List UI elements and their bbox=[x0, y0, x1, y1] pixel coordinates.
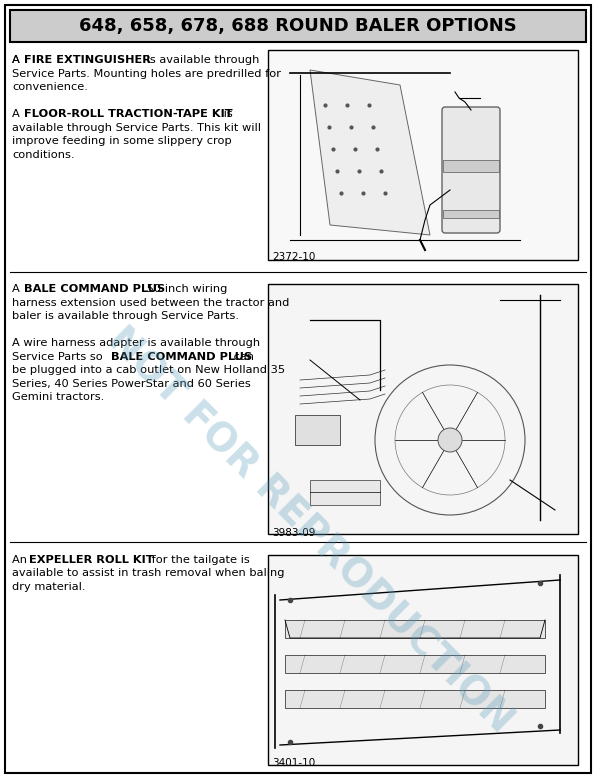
Text: convenience.: convenience. bbox=[12, 82, 88, 92]
Text: be plugged into a cab outlet on New Holland 35: be plugged into a cab outlet on New Holl… bbox=[12, 365, 285, 375]
Bar bbox=[443, 160, 499, 172]
Text: 3401-10: 3401-10 bbox=[272, 758, 315, 768]
Bar bbox=[10, 10, 586, 42]
Text: A: A bbox=[12, 55, 23, 65]
Bar bbox=[268, 284, 578, 534]
Text: EXPELLER ROLL KIT: EXPELLER ROLL KIT bbox=[29, 555, 154, 565]
Text: dry material.: dry material. bbox=[12, 582, 85, 592]
Text: FIRE EXTINGUISHER: FIRE EXTINGUISHER bbox=[24, 55, 150, 65]
Text: is available through: is available through bbox=[142, 55, 259, 65]
Text: available through Service Parts. This kit will: available through Service Parts. This ki… bbox=[12, 122, 261, 132]
Text: is: is bbox=[219, 109, 232, 119]
Text: improve feeding in some slippery crop: improve feeding in some slippery crop bbox=[12, 136, 232, 146]
Text: FLOOR-ROLL TRACTION-TAPE KIT: FLOOR-ROLL TRACTION-TAPE KIT bbox=[24, 109, 232, 119]
FancyBboxPatch shape bbox=[442, 107, 500, 233]
Text: baler is available through Service Parts.: baler is available through Service Parts… bbox=[12, 311, 239, 321]
Text: BALE COMMAND PLUS: BALE COMMAND PLUS bbox=[24, 284, 164, 294]
Text: An: An bbox=[12, 555, 30, 565]
Text: 2372-10: 2372-10 bbox=[272, 252, 315, 262]
Text: A: A bbox=[12, 109, 23, 119]
Text: Gemini tractors.: Gemini tractors. bbox=[12, 392, 104, 402]
Text: A wire harness adapter is available through: A wire harness adapter is available thro… bbox=[12, 338, 260, 348]
Bar bbox=[295, 415, 340, 445]
Bar bbox=[268, 555, 578, 765]
Text: 50 inch wiring: 50 inch wiring bbox=[142, 284, 227, 294]
Bar bbox=[310, 480, 380, 505]
Bar bbox=[285, 620, 545, 638]
Bar bbox=[443, 210, 499, 218]
Bar bbox=[268, 50, 578, 260]
Bar bbox=[285, 655, 545, 673]
Text: for the tailgate is: for the tailgate is bbox=[148, 555, 250, 565]
Text: Series, 40 Series PowerStar and 60 Series: Series, 40 Series PowerStar and 60 Serie… bbox=[12, 379, 251, 388]
Polygon shape bbox=[310, 70, 430, 235]
Text: available to assist in trash removal when baling: available to assist in trash removal whe… bbox=[12, 569, 284, 579]
Text: Service Parts. Mounting holes are predrilled for: Service Parts. Mounting holes are predri… bbox=[12, 68, 281, 79]
Text: A: A bbox=[12, 55, 23, 65]
Text: BALE COMMAND PLUS: BALE COMMAND PLUS bbox=[111, 352, 252, 362]
Text: A: A bbox=[12, 284, 23, 294]
Text: 3983-09: 3983-09 bbox=[272, 528, 315, 538]
Text: Service Parts so: Service Parts so bbox=[12, 352, 106, 362]
Text: can: can bbox=[229, 352, 254, 362]
Bar bbox=[285, 690, 545, 708]
Text: 648, 658, 678, 688 ROUND BALER OPTIONS: 648, 658, 678, 688 ROUND BALER OPTIONS bbox=[79, 17, 517, 35]
Text: harness extension used between the tractor and: harness extension used between the tract… bbox=[12, 297, 290, 307]
Circle shape bbox=[438, 428, 462, 452]
Text: conditions.: conditions. bbox=[12, 149, 74, 159]
Text: NOT FOR REPRODUCTION: NOT FOR REPRODUCTION bbox=[100, 320, 520, 740]
